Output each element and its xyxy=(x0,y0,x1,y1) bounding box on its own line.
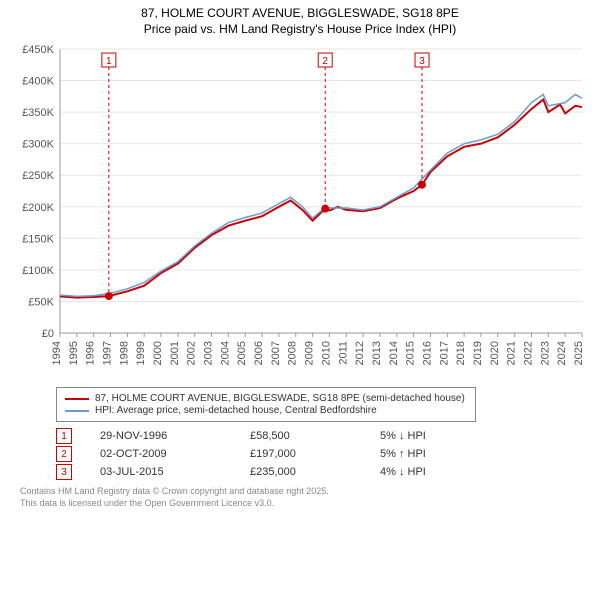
sale-date: 03-JUL-2015 xyxy=(100,466,250,478)
title-block: 87, HOLME COURT AVENUE, BIGGLESWADE, SG1… xyxy=(10,6,590,37)
svg-text:2024: 2024 xyxy=(556,341,568,365)
svg-text:1998: 1998 xyxy=(118,341,130,365)
svg-text:1996: 1996 xyxy=(85,341,97,365)
svg-text:2021: 2021 xyxy=(506,341,518,365)
svg-text:2006: 2006 xyxy=(253,341,265,365)
sale-marker: 3 xyxy=(56,464,72,480)
license-text: Contains HM Land Registry data © Crown c… xyxy=(20,486,590,509)
legend: 87, HOLME COURT AVENUE, BIGGLESWADE, SG1… xyxy=(56,387,476,422)
sale-price: £58,500 xyxy=(250,430,380,442)
svg-text:£100K: £100K xyxy=(22,265,54,277)
svg-text:2012: 2012 xyxy=(354,341,366,365)
svg-text:2022: 2022 xyxy=(522,341,534,365)
svg-text:2018: 2018 xyxy=(455,341,467,365)
svg-text:1997: 1997 xyxy=(102,341,114,365)
svg-text:£400K: £400K xyxy=(22,76,54,88)
svg-text:2019: 2019 xyxy=(472,341,484,365)
sale-date: 02-OCT-2009 xyxy=(100,448,250,460)
svg-text:2000: 2000 xyxy=(152,341,164,365)
legend-row: 87, HOLME COURT AVENUE, BIGGLESWADE, SG1… xyxy=(65,393,467,404)
legend-label-2: HPI: Average price, semi-detached house,… xyxy=(95,405,377,416)
svg-text:2003: 2003 xyxy=(203,341,215,365)
legend-row: HPI: Average price, semi-detached house,… xyxy=(65,405,467,416)
svg-text:£150K: £150K xyxy=(22,234,54,246)
svg-text:£50K: £50K xyxy=(28,297,54,309)
page: 87, HOLME COURT AVENUE, BIGGLESWADE, SG1… xyxy=(0,0,600,590)
svg-text:2020: 2020 xyxy=(489,341,501,365)
svg-text:1: 1 xyxy=(106,56,112,67)
svg-text:£450K: £450K xyxy=(22,44,54,56)
svg-text:2004: 2004 xyxy=(219,341,231,365)
title-line-2: Price paid vs. HM Land Registry's House … xyxy=(10,22,590,38)
svg-text:1999: 1999 xyxy=(135,341,147,365)
sales-table: 1 29-NOV-1996£58,5005% ↓ HPI 2 02-OCT-2009£… xyxy=(10,428,590,480)
svg-text:1994: 1994 xyxy=(51,341,63,365)
svg-text:2008: 2008 xyxy=(287,341,299,365)
chart-svg: £0 £50K £100K £150K £200K £250K £300K £350K £400… xyxy=(10,43,590,383)
svg-text:2014: 2014 xyxy=(388,341,400,365)
sale-pct: 5% ↓ HPI xyxy=(380,430,490,442)
svg-text:2011: 2011 xyxy=(337,341,349,365)
title-line-1: 87, HOLME COURT AVENUE, BIGGLESWADE, SG1… xyxy=(10,6,590,22)
license-line-1: Contains HM Land Registry data © Crown c… xyxy=(20,486,590,498)
sales-row: 1 29-NOV-1996£58,5005% ↓ HPI xyxy=(56,428,590,444)
svg-text:2007: 2007 xyxy=(270,341,282,365)
sale-pct: 4% ↓ HPI xyxy=(380,466,490,478)
sale-marker: 1 xyxy=(56,428,72,444)
svg-text:£300K: £300K xyxy=(22,139,54,151)
svg-text:2005: 2005 xyxy=(236,341,248,365)
svg-text:£350K: £350K xyxy=(22,107,54,119)
legend-swatch-1 xyxy=(65,398,89,400)
svg-text:2016: 2016 xyxy=(421,341,433,365)
svg-text:2: 2 xyxy=(322,56,328,67)
svg-text:1995: 1995 xyxy=(68,341,80,365)
svg-text:2017: 2017 xyxy=(438,341,450,365)
svg-text:2001: 2001 xyxy=(169,341,181,365)
sale-pct: 5% ↑ HPI xyxy=(380,448,490,460)
svg-text:2010: 2010 xyxy=(320,341,332,365)
svg-text:2013: 2013 xyxy=(371,341,383,365)
svg-text:2002: 2002 xyxy=(186,341,198,365)
sale-price: £235,000 xyxy=(250,466,380,478)
sale-price: £197,000 xyxy=(250,448,380,460)
svg-text:3: 3 xyxy=(419,56,425,67)
license-line-2: This data is licensed under the Open Gov… xyxy=(20,498,590,510)
sale-marker: 2 xyxy=(56,446,72,462)
svg-text:2023: 2023 xyxy=(539,341,551,365)
sales-row: 3 03-JUL-2015£235,0004% ↓ HPI xyxy=(56,464,590,480)
svg-text:2009: 2009 xyxy=(304,341,316,365)
svg-text:2015: 2015 xyxy=(405,341,417,365)
svg-text:£0: £0 xyxy=(42,328,54,340)
svg-text:£250K: £250K xyxy=(22,170,54,182)
sale-date: 29-NOV-1996 xyxy=(100,430,250,442)
svg-text:2025: 2025 xyxy=(573,341,585,365)
sales-row: 2 02-OCT-2009£197,0005% ↑ HPI xyxy=(56,446,590,462)
chart: £0 £50K £100K £150K £200K £250K £300K £350K £400… xyxy=(10,43,590,383)
svg-text:£200K: £200K xyxy=(22,202,54,214)
legend-label-1: 87, HOLME COURT AVENUE, BIGGLESWADE, SG1… xyxy=(95,393,465,404)
legend-swatch-2 xyxy=(65,410,89,412)
